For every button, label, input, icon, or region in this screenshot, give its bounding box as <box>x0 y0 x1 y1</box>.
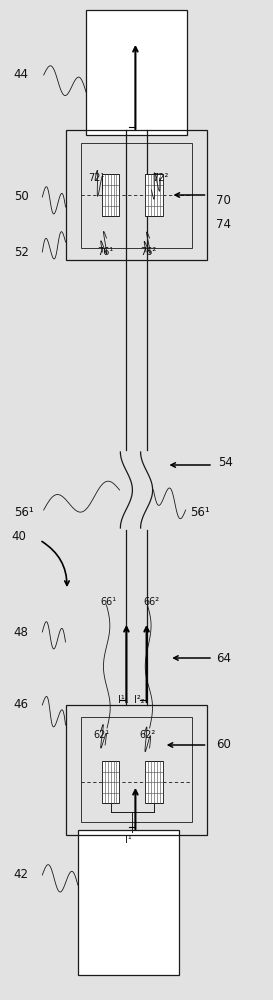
Bar <box>81 717 192 822</box>
Text: 62²: 62² <box>139 730 156 740</box>
Bar <box>66 705 207 835</box>
Text: 54: 54 <box>218 456 233 470</box>
Text: 66²: 66² <box>143 597 159 607</box>
Text: I²₂: I²₂ <box>134 695 144 705</box>
Text: 60: 60 <box>216 738 230 752</box>
Text: 72²: 72² <box>152 173 169 183</box>
Bar <box>145 761 163 803</box>
Text: I¹: I¹ <box>125 835 132 845</box>
Bar <box>81 143 192 248</box>
Text: 62¹: 62¹ <box>93 730 110 740</box>
Text: 46: 46 <box>14 698 29 712</box>
Text: 74: 74 <box>216 219 231 232</box>
Text: 64: 64 <box>216 652 231 664</box>
Text: 76¹: 76¹ <box>97 247 113 257</box>
Text: 40: 40 <box>11 530 26 542</box>
Bar <box>145 174 163 216</box>
Bar <box>78 830 179 975</box>
Bar <box>102 761 120 803</box>
Text: 66¹: 66¹ <box>100 597 117 607</box>
Text: 70: 70 <box>216 194 230 207</box>
Text: 48: 48 <box>14 626 28 639</box>
Text: 56¹: 56¹ <box>190 506 209 518</box>
Bar <box>102 174 120 216</box>
Text: 76²: 76² <box>141 247 157 257</box>
Text: I¹₁: I¹₁ <box>118 695 129 705</box>
Text: 56¹: 56¹ <box>14 506 33 518</box>
Text: 52: 52 <box>14 245 28 258</box>
Text: 44: 44 <box>14 68 29 82</box>
Text: 72¹: 72¹ <box>88 173 104 183</box>
Text: 50: 50 <box>14 190 28 204</box>
Bar <box>86 10 187 135</box>
Bar <box>66 130 207 260</box>
Text: 42: 42 <box>14 868 29 882</box>
